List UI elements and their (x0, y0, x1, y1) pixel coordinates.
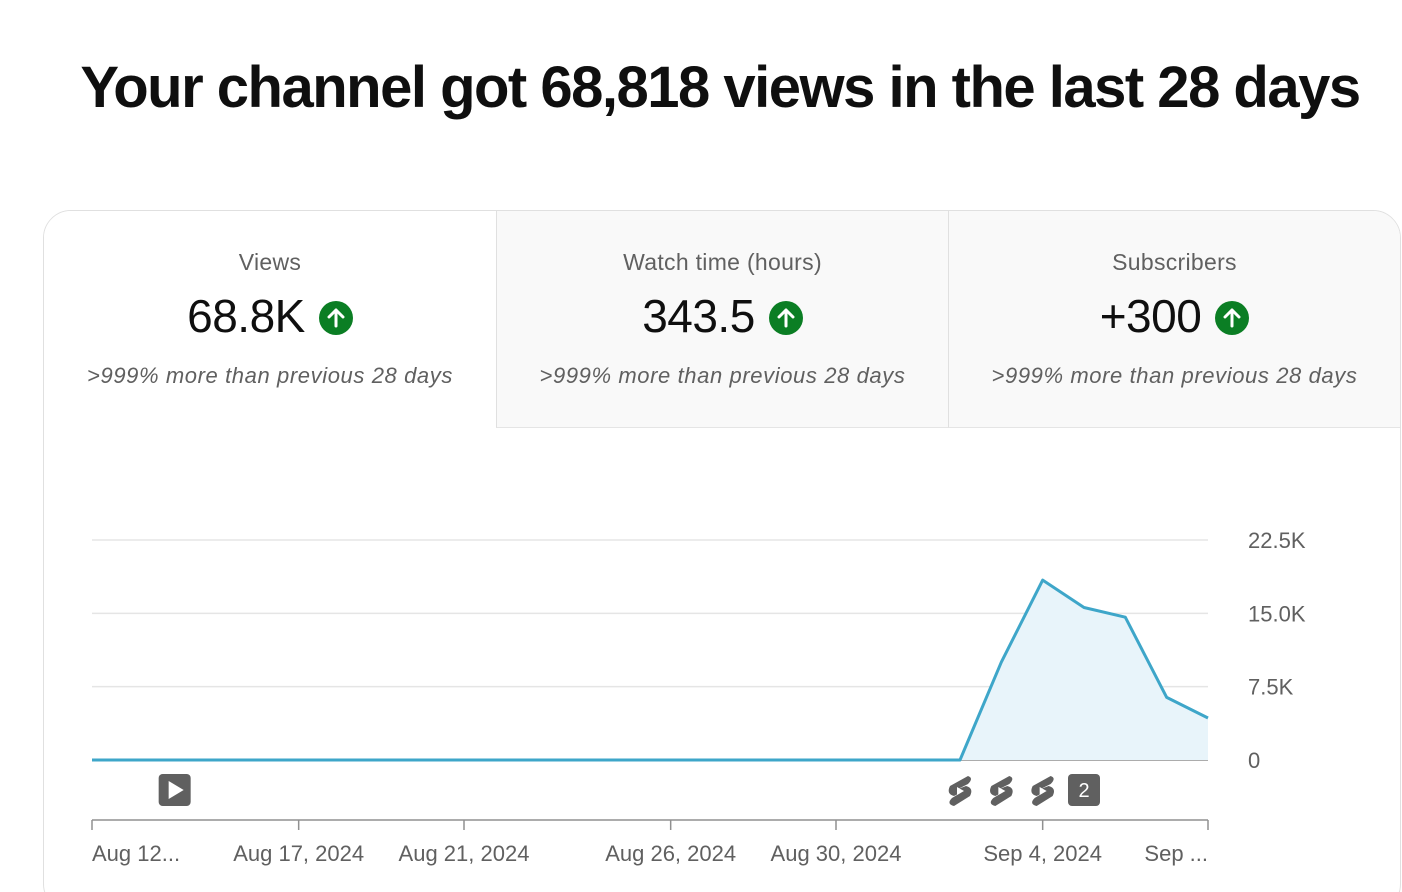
x-tick-label: Aug 26, 2024 (605, 841, 736, 866)
tab-label: Subscribers (1112, 249, 1237, 275)
tab-watch-time[interactable]: Watch time (hours) 343.5 >999% more than… (496, 211, 948, 428)
shorts-play-glyph (1039, 787, 1047, 795)
tab-subscribers[interactable]: Subscribers +300 >999% more than previou… (948, 211, 1400, 428)
x-tick-label: Aug 30, 2024 (771, 841, 902, 866)
metrics-card: Views 68.8K >999% more than previous 28 … (43, 210, 1401, 892)
y-tick-label: 22.5K (1248, 528, 1306, 553)
tab-label: Views (238, 249, 302, 275)
metric-value: +300 (1099, 290, 1202, 342)
arrow-up-circle-icon (768, 301, 803, 335)
x-tick-label: Aug 12... (92, 841, 180, 866)
tab-views[interactable]: Views 68.8K >999% more than previous 28 … (44, 211, 496, 428)
comparison-text: >999% more than previous 28 days (991, 363, 1358, 388)
shorts-play-glyph (998, 787, 1006, 795)
play-triangle (168, 781, 184, 799)
arrow-up-circle-icon (318, 301, 353, 335)
shorts-play-glyph (957, 787, 964, 795)
y-tick-label: 0 (1248, 748, 1260, 773)
y-tick-label: 15.0K (1248, 601, 1306, 626)
tab-label: Watch time (hours) (623, 249, 822, 275)
x-tick-label: Sep 4, 2024 (983, 841, 1102, 866)
tab-value-row: 343.5 (497, 289, 948, 343)
y-tick-label: 7.5K (1248, 675, 1294, 700)
comparison-text: >999% more than previous 28 days (539, 363, 906, 388)
comparison-text: >999% more than previous 28 days (87, 363, 453, 388)
views-area (92, 580, 1208, 760)
count-badge-label: 2 (1078, 780, 1089, 802)
arrow-up-circle-icon (1215, 301, 1250, 335)
metric-value: 343.5 (642, 290, 755, 342)
tab-value-row: +300 (949, 289, 1400, 343)
x-tick-label: Aug 17, 2024 (233, 841, 364, 866)
x-tick-label: Sep ... (1144, 841, 1208, 866)
metric-tabs: Views 68.8K >999% more than previous 28 … (44, 211, 1400, 428)
metric-value: 68.8K (187, 290, 305, 342)
count-badge (1068, 774, 1100, 806)
x-tick-label: Aug 21, 2024 (399, 841, 530, 866)
tab-value-row: 68.8K (44, 289, 496, 343)
page-title: Your channel got 68,818 views in the las… (80, 55, 1361, 120)
views-line (92, 578, 1209, 762)
